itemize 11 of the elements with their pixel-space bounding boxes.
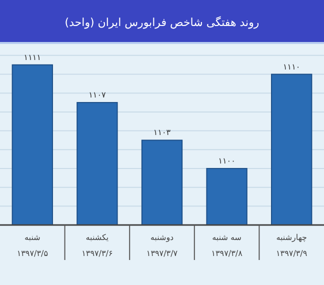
x-tick-label: شنبه ۱۳۹۷/۳/۵ [16,233,48,258]
x-tick-label: یکشنبه ۱۳۹۷/۳/۶ [82,233,113,258]
x-tick-label: چهارشنبه ۱۳۹۷/۳/۹ [276,233,308,258]
data-label: ۱۱۰۳ [153,128,172,138]
data-label: ۱۱۱۱ [24,52,41,62]
title: روند هفتگی شاخص فرابورس ایران (واحد) [64,16,260,29]
x-tick-label: دوشنبه ۱۳۹۷/۳/۷ [146,233,178,258]
x-tick-label: سه شنبه ۱۳۹۷/۳/۸ [211,233,244,258]
data-label: ۱۱۰۰ [218,156,236,166]
data-label: ۱۱۰۷ [88,90,106,100]
data-label: ۱۱۱۰ [283,62,300,72]
